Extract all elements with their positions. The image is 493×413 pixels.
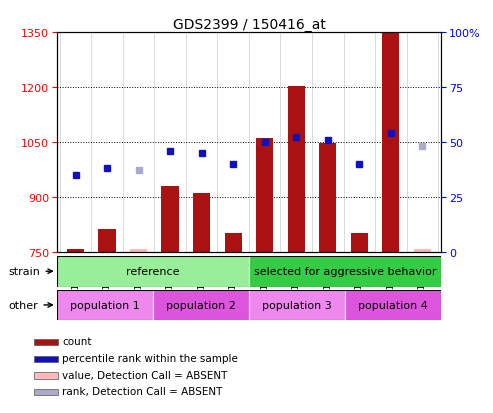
Bar (345, 290, 441, 320)
Text: selected for aggressive behavior: selected for aggressive behavior (254, 266, 436, 277)
Bar (224, 234, 242, 252)
Bar (162, 187, 179, 252)
Bar (256, 139, 274, 252)
Text: other: other (8, 300, 52, 310)
Bar (193, 194, 211, 252)
Bar (249, 256, 441, 287)
Text: reference: reference (126, 266, 179, 277)
Bar (99, 229, 116, 252)
Bar (67, 249, 84, 252)
Text: population 3: population 3 (262, 300, 332, 310)
Bar (414, 249, 431, 252)
Bar (130, 249, 147, 252)
Bar (34, 373, 58, 379)
Bar (34, 389, 58, 395)
Bar (57, 256, 249, 287)
Text: population 1: population 1 (70, 300, 140, 310)
Text: count: count (62, 336, 92, 346)
Title: GDS2399 / 150416_at: GDS2399 / 150416_at (173, 18, 325, 32)
Bar (34, 339, 58, 345)
Bar (287, 87, 305, 252)
Bar (57, 290, 153, 320)
Text: population 4: population 4 (358, 300, 428, 310)
Bar (153, 290, 249, 320)
Bar (34, 356, 58, 362)
Bar (319, 143, 336, 252)
Bar (351, 234, 368, 252)
Bar (382, 34, 399, 252)
Bar (249, 290, 345, 320)
Text: strain: strain (8, 266, 52, 277)
Text: value, Detection Call = ABSENT: value, Detection Call = ABSENT (62, 370, 228, 380)
Text: rank, Detection Call = ABSENT: rank, Detection Call = ABSENT (62, 387, 223, 396)
Text: population 2: population 2 (166, 300, 236, 310)
Text: percentile rank within the sample: percentile rank within the sample (62, 354, 238, 363)
